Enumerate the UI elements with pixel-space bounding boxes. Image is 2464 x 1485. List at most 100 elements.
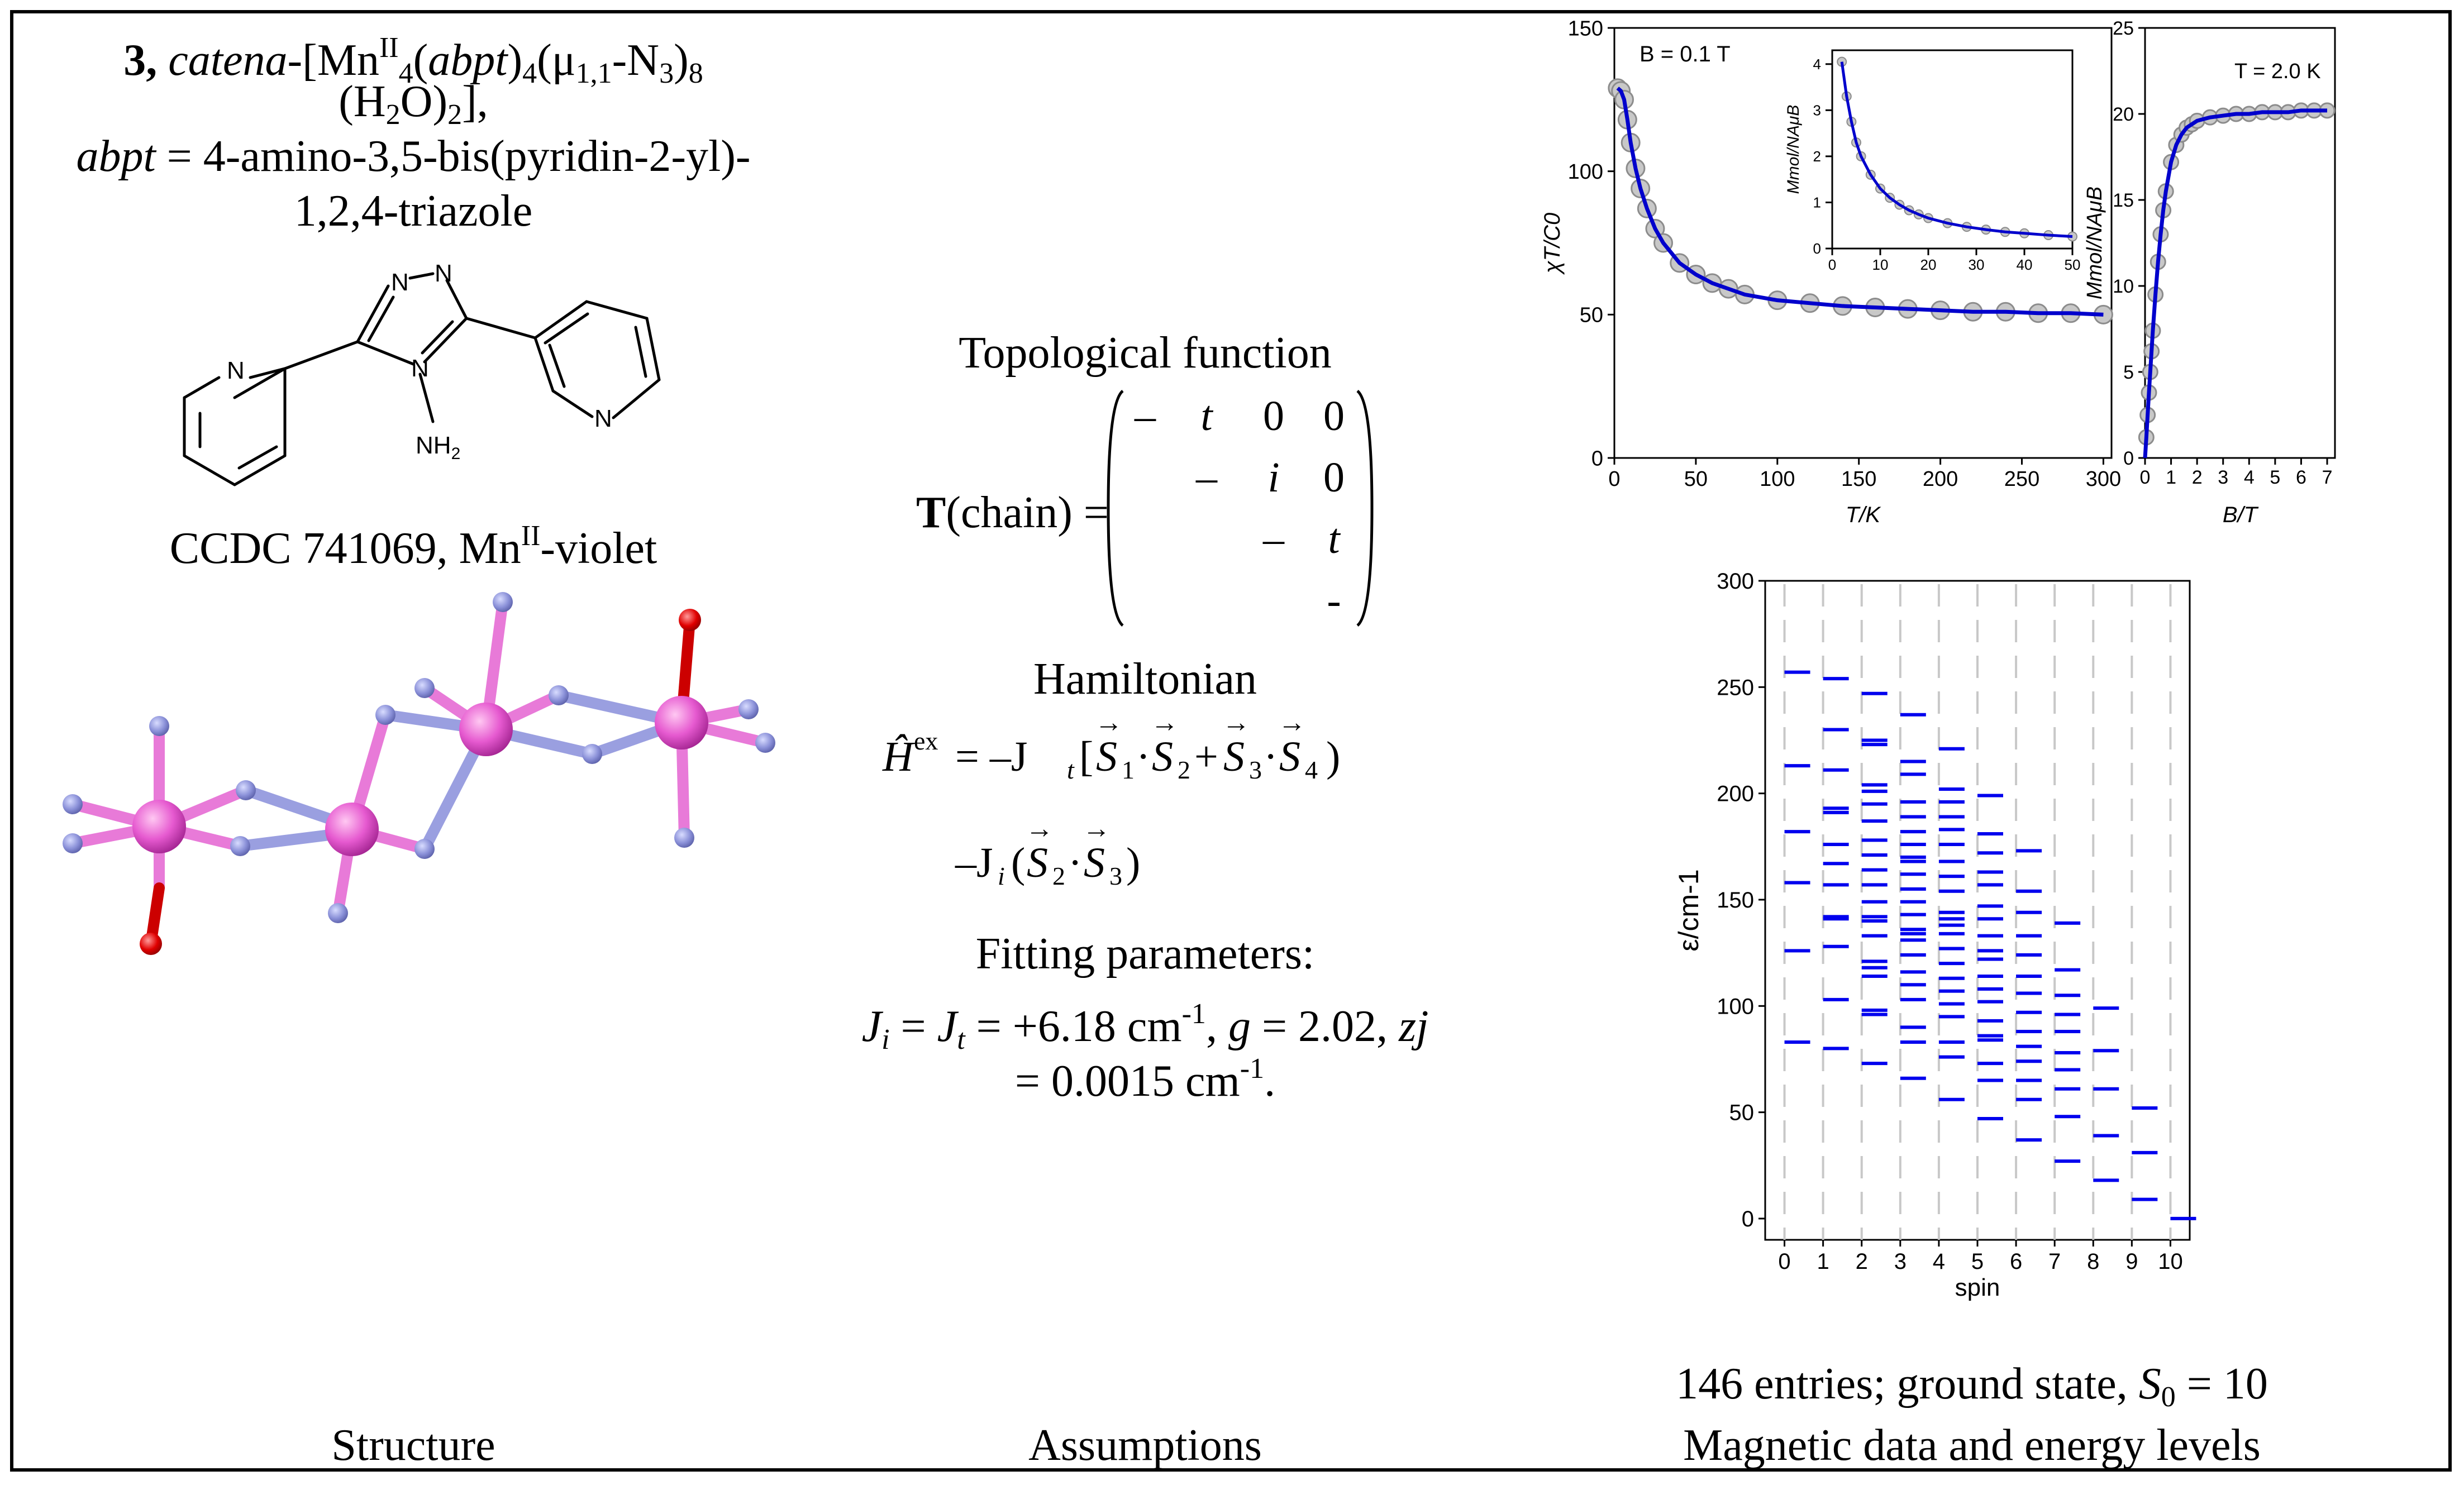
svg-text:[: [ xyxy=(1079,733,1093,780)
x-tick-label: 100 xyxy=(1760,467,1795,491)
svg-text:i: i xyxy=(998,862,1005,890)
y-axis-label: χT/C0 xyxy=(1540,213,1565,275)
y-tick-label: 2 xyxy=(1813,148,1821,165)
x-tick-label: 4 xyxy=(1933,1249,1945,1274)
mn-atom xyxy=(459,703,513,756)
x-tick-label: 6 xyxy=(2296,467,2306,488)
y-tick-label: 0 xyxy=(2123,448,2134,469)
inset-y-axis-label: Mmol/NAμB xyxy=(1784,105,1803,194)
y-tick-label: 25 xyxy=(2113,18,2134,39)
x-tick-label: 0 xyxy=(1828,256,1836,273)
ccdc-label: CCDC 741069, MnII-violet xyxy=(169,520,657,573)
tchain-label: T(chain) = xyxy=(916,488,1109,537)
x-tick-label: 150 xyxy=(1841,467,1876,491)
y-tick-label: 5 xyxy=(2123,362,2134,383)
svg-text:·: · xyxy=(1264,733,1278,780)
y-axis-label: Mmol/NAμB xyxy=(2083,187,2106,299)
y-tick-label: 3 xyxy=(1813,102,1821,118)
y-tick-label: 100 xyxy=(1717,994,1754,1019)
abpt-definition-line2: 1,2,4-triazole xyxy=(294,187,533,236)
atom-label-n: N xyxy=(594,405,612,432)
x-tick-label: 20 xyxy=(1920,256,1937,273)
svg-text:→: → xyxy=(1095,706,1123,738)
compound-formula-line1: 3, catena-[MnII4(abpt)4(μ1,1-N3)8 xyxy=(123,32,703,89)
atom-label-nh2: NH2 xyxy=(416,432,460,463)
y-tick-label: 300 xyxy=(1717,569,1754,594)
matrix-cell: – xyxy=(1195,454,1218,501)
svg-text:2: 2 xyxy=(1178,756,1190,784)
y-tick-label: 150 xyxy=(1717,888,1754,913)
svg-text:→: → xyxy=(1151,706,1179,738)
svg-text:+: + xyxy=(1194,733,1218,780)
x-tick-label: 300 xyxy=(2086,467,2121,491)
x-tick-label: 8 xyxy=(2087,1249,2099,1274)
y-tick-label: 250 xyxy=(1717,675,1754,700)
svg-text:·: · xyxy=(1068,839,1082,886)
y-tick-label: 200 xyxy=(1717,782,1754,806)
y-tick-label: 1 xyxy=(1813,194,1821,211)
field-annotation: B = 0.1 T xyxy=(1640,42,1731,66)
y-tick-label: 100 xyxy=(1568,160,1603,184)
x-tick-label: 4 xyxy=(2244,467,2255,488)
matrix-cell: i xyxy=(1267,454,1279,501)
atom-label-n: N xyxy=(411,355,429,382)
abpt-definition-line1: abpt = 4-amino-3,5-bis(pyridin-2-yl)- xyxy=(76,132,751,181)
atom-label-n: N xyxy=(435,260,452,287)
atom-label-n: N xyxy=(227,357,245,384)
svg-text:→: → xyxy=(1083,813,1111,844)
x-tick-label: 3 xyxy=(2218,467,2228,488)
matrix-cell: 0 xyxy=(1263,393,1284,440)
x-tick-label: 0 xyxy=(1608,467,1620,491)
hamiltonian-heading: Hamiltonian xyxy=(1033,655,1257,704)
svg-text:·: · xyxy=(1136,733,1150,780)
hamiltonian-equation: Ĥ ex = –J t [ S 1 · S 2 + S 3 · S 4 ) → … xyxy=(882,706,1340,890)
svg-text:S: S xyxy=(1084,839,1105,886)
svg-text:2: 2 xyxy=(1052,862,1065,890)
x-tick-label: 2 xyxy=(1856,1249,1868,1274)
svg-text:(: ( xyxy=(1011,839,1025,886)
fitting-params-line2: = 0.0015 cm-1. xyxy=(1014,1053,1276,1106)
x-tick-label: 9 xyxy=(2125,1249,2138,1274)
y-tick-label: 0 xyxy=(1591,447,1603,470)
matrix-cell: t xyxy=(1200,393,1213,440)
y-tick-label: 50 xyxy=(1580,304,1603,327)
mn-atom xyxy=(132,800,186,853)
x-tick-label: 1 xyxy=(1817,1249,1829,1274)
y-tick-label: 0 xyxy=(1742,1207,1754,1231)
fit-line xyxy=(1616,87,2104,317)
matrix-cell: - xyxy=(1327,577,1341,624)
svg-text:= –J: = –J xyxy=(955,733,1027,780)
abpt-molecule-drawing: N N N N N NH2 xyxy=(183,260,661,486)
x-tick-label: 200 xyxy=(1923,467,1958,491)
svg-text:–J: –J xyxy=(955,839,993,886)
matrix-cell: – xyxy=(1134,393,1156,440)
fit-line xyxy=(2143,108,2328,459)
x-tick-label: 5 xyxy=(2270,467,2280,488)
svg-text:): ) xyxy=(1126,839,1140,886)
x-axis-label: T/K xyxy=(1846,503,1882,527)
x-tick-label: 6 xyxy=(2010,1249,2022,1274)
chain-crystal-structure xyxy=(63,592,775,955)
figure-frame xyxy=(10,10,2452,1472)
svg-text:t: t xyxy=(1067,756,1075,784)
svg-text:S: S xyxy=(1096,733,1117,780)
svg-text:S: S xyxy=(1027,839,1048,886)
mn-atom xyxy=(655,696,708,749)
x-tick-label: 5 xyxy=(1971,1249,1984,1274)
svg-text:Ĥ: Ĥ xyxy=(882,733,916,780)
x-tick-label: 40 xyxy=(2017,256,2033,273)
x-tick-label: 7 xyxy=(2048,1249,2061,1274)
svg-text:→: → xyxy=(1278,706,1306,738)
plot-frame xyxy=(1831,49,2074,250)
svg-text:3: 3 xyxy=(1249,756,1262,784)
fitting-heading: Fitting parameters: xyxy=(975,929,1315,978)
x-tick-label: 250 xyxy=(2004,467,2039,491)
topological-heading: Topological function xyxy=(959,328,1332,378)
matrix-cell: 0 xyxy=(1323,454,1345,501)
temperature-annotation: T = 2.0 K xyxy=(2234,60,2321,83)
svg-text:): ) xyxy=(1326,733,1340,780)
x-tick-label: 50 xyxy=(1684,467,1708,491)
